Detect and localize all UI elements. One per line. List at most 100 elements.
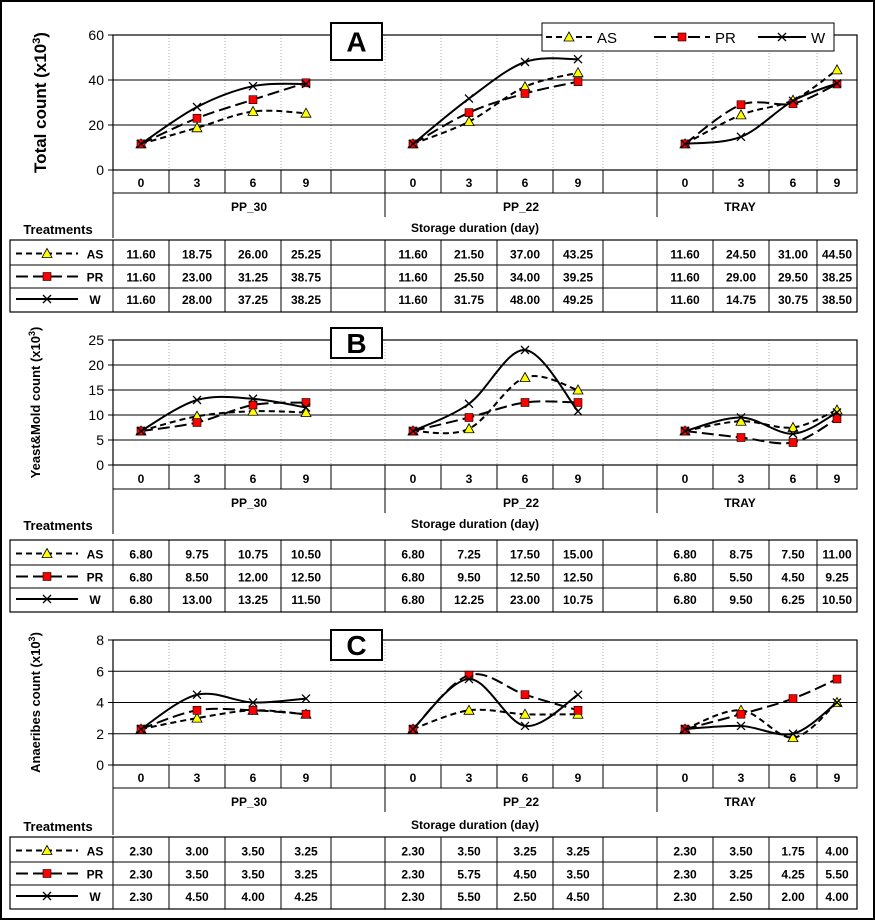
data-point-marker [136, 426, 146, 436]
data-point-marker [573, 706, 583, 715]
data-point-marker [464, 413, 474, 422]
y-tick-label: 40 [88, 72, 104, 88]
data-point-marker [572, 66, 584, 78]
legend-label-w: W [811, 30, 826, 47]
table-value: 23.00 [510, 593, 540, 607]
x-tick-label: 6 [522, 472, 529, 486]
data-point-marker [463, 704, 475, 715]
panel-title-box [330, 629, 383, 661]
treatments-header: Treatments [23, 518, 92, 533]
data-point-marker [573, 406, 583, 416]
table-value: 11.60 [126, 293, 156, 307]
group-label: TRAY [724, 496, 756, 510]
data-point-marker [136, 724, 146, 734]
table-value: 3.25 [294, 845, 318, 859]
x-tick-label: 6 [522, 771, 529, 785]
data-point-marker [573, 77, 583, 86]
data-point-marker [192, 113, 202, 123]
data-point-marker [520, 89, 530, 98]
y-axis-title: Anaeribes count (x103) [27, 632, 43, 773]
data-point-marker [464, 674, 474, 684]
data-point-marker [520, 345, 530, 355]
table-value: 5.50 [729, 571, 753, 585]
data-point-marker [300, 107, 312, 118]
table-value: 43.25 [563, 248, 593, 262]
series-line [684, 409, 838, 432]
table-value: 3.50 [457, 845, 481, 859]
panel-c: 0 2 4 6 8 Anaeribes count (x103) C 0 3 6 9 0 3 6 9 0 3 6 9… [9, 629, 858, 910]
table-value: 9.50 [457, 571, 481, 585]
table-value: 2.30 [129, 890, 153, 904]
legend-marker-w [777, 32, 787, 42]
x-tick-label: 9 [575, 176, 582, 190]
data-point-marker [408, 426, 418, 436]
series-line [684, 69, 838, 145]
table-series-marker [41, 547, 53, 558]
table-value: 12.50 [291, 571, 321, 585]
panel-title-box [330, 22, 383, 61]
data-point-marker [301, 709, 311, 719]
table-value: 3.50 [241, 868, 265, 882]
table-value: 28.00 [182, 293, 212, 307]
table-value: 9.75 [185, 548, 209, 562]
x-axis-title: Storage duration (day) [411, 517, 539, 531]
table-value: 3.25 [729, 868, 753, 882]
x-tick-label: 9 [834, 771, 841, 785]
data-point-marker [832, 698, 842, 707]
table-value: 11.60 [398, 271, 428, 285]
data-point-marker [736, 100, 746, 110]
data-point-marker [832, 78, 842, 88]
table-value: 12.50 [563, 571, 593, 585]
x-tick-label: 9 [834, 472, 841, 486]
data-point-marker [519, 371, 531, 382]
table-value: 4.50 [781, 571, 805, 585]
table-value: 38.25 [822, 271, 852, 285]
table-value: 24.50 [726, 248, 756, 262]
data-point-marker [247, 405, 259, 416]
data-point-marker [463, 115, 475, 127]
table-series-label: AS [87, 548, 104, 562]
data-point-marker [520, 690, 530, 699]
data-point-marker [520, 721, 530, 731]
y-tick-label: 4 [96, 695, 104, 711]
table-series-label: PR [87, 571, 104, 585]
table-value: 39.25 [563, 271, 593, 285]
data-point-marker [832, 674, 842, 684]
data-point-marker [788, 694, 798, 703]
data-point-marker [735, 109, 747, 120]
table-value: 5.50 [457, 890, 481, 904]
table-value: 48.00 [510, 293, 540, 307]
treatments-header: Treatments [23, 819, 92, 834]
y-tick-label: 6 [96, 663, 104, 679]
table-value: 6.25 [781, 593, 805, 607]
data-point-marker [788, 729, 798, 739]
table-value: 2.30 [673, 845, 697, 859]
group-label: PP_30 [231, 200, 267, 214]
table-value: 3.50 [729, 845, 753, 859]
data-point-marker [832, 408, 842, 417]
data-point-marker [136, 139, 146, 149]
y-tick-label: 0 [96, 162, 104, 178]
series-line [140, 410, 307, 432]
table-value: 18.75 [182, 248, 212, 262]
table-value: 5.75 [457, 868, 481, 882]
data-point-marker [301, 403, 311, 412]
series-w [136, 674, 842, 739]
table-value: 4.00 [241, 890, 265, 904]
data-point-marker [520, 398, 530, 407]
x-tick-label: 3 [738, 472, 745, 486]
group-label: PP_22 [503, 496, 539, 510]
series-line [412, 80, 579, 145]
table-value: 2.50 [513, 890, 537, 904]
x-tick-label: 3 [194, 176, 201, 190]
data-table [9, 836, 858, 910]
table-value: 3.00 [185, 845, 209, 859]
table-value: 4.50 [185, 890, 209, 904]
table-value: 30.75 [778, 293, 808, 307]
data-point-marker [248, 698, 258, 707]
group-label: PP_30 [231, 795, 267, 809]
table-value: 34.00 [510, 271, 540, 285]
data-point-marker [464, 670, 474, 680]
table-value: 2.00 [781, 890, 805, 904]
data-point-marker [573, 690, 583, 700]
